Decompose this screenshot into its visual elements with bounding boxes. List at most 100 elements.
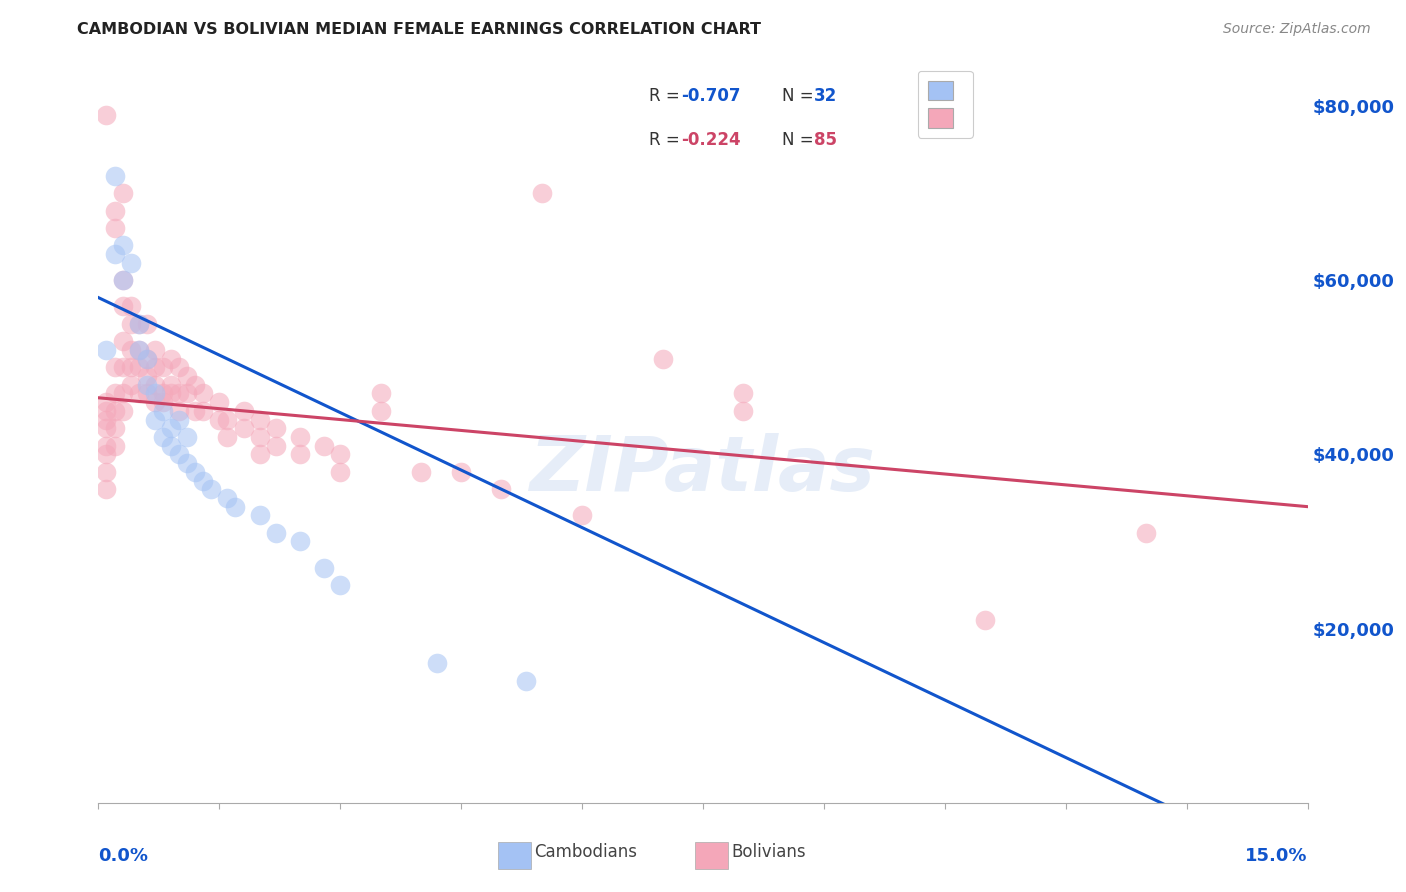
Point [176, 386, 198, 401]
Point [152, 386, 174, 401]
Point [160, 386, 183, 401]
Point [128, 386, 150, 401]
Point [160, 421, 183, 435]
Text: -0.707: -0.707 [682, 87, 741, 104]
Text: N =: N = [782, 131, 818, 149]
Point [184, 377, 207, 392]
Point [176, 456, 198, 470]
Point [184, 404, 207, 418]
Point [217, 491, 239, 505]
Text: 32: 32 [814, 87, 838, 104]
Point [96, 108, 118, 122]
Point [288, 430, 311, 444]
Text: Cambodians: Cambodians [534, 843, 637, 861]
Point [651, 351, 673, 366]
Point [152, 360, 174, 375]
Point [167, 360, 190, 375]
Point [224, 500, 246, 514]
Point [409, 465, 432, 479]
Point [143, 412, 166, 426]
Point [103, 439, 125, 453]
Point [176, 430, 198, 444]
Point [96, 447, 118, 461]
Point [111, 273, 134, 287]
Point [96, 412, 118, 426]
Point [120, 256, 142, 270]
Point [143, 377, 166, 392]
Legend: , : , [918, 70, 973, 137]
Point [167, 386, 190, 401]
Point [329, 578, 352, 592]
Point [370, 404, 392, 418]
Text: 0.0%: 0.0% [98, 847, 149, 865]
Point [143, 343, 166, 357]
Point [103, 386, 125, 401]
Point [135, 351, 157, 366]
Point [167, 412, 190, 426]
Text: N =: N = [782, 87, 818, 104]
Point [264, 439, 287, 453]
Text: R =: R = [648, 131, 685, 149]
Point [128, 343, 150, 357]
Point [103, 169, 125, 183]
Point [167, 447, 190, 461]
Point [167, 404, 190, 418]
Point [232, 404, 254, 418]
Point [103, 203, 125, 218]
Point [160, 377, 183, 392]
Point [111, 334, 134, 348]
Point [176, 369, 198, 384]
Point [329, 447, 352, 461]
Point [128, 317, 150, 331]
Point [426, 657, 449, 671]
Text: Source: ZipAtlas.com: Source: ZipAtlas.com [1223, 22, 1371, 37]
Point [152, 395, 174, 409]
Point [193, 404, 215, 418]
Text: 15.0%: 15.0% [1246, 847, 1308, 865]
Point [370, 386, 392, 401]
Point [120, 360, 142, 375]
Point [232, 421, 254, 435]
Point [450, 465, 472, 479]
Point [143, 395, 166, 409]
Point [200, 482, 222, 496]
Point [160, 351, 183, 366]
Point [733, 404, 755, 418]
Text: R =: R = [648, 87, 685, 104]
Point [314, 439, 336, 453]
Point [135, 386, 157, 401]
Point [288, 447, 311, 461]
Point [329, 465, 352, 479]
Point [571, 508, 593, 523]
Point [1135, 525, 1157, 540]
Point [103, 221, 125, 235]
Point [135, 377, 157, 392]
Point [135, 317, 157, 331]
Point [103, 421, 125, 435]
Point [193, 474, 215, 488]
Point [208, 412, 231, 426]
Point [96, 343, 118, 357]
Point [264, 525, 287, 540]
Point [103, 360, 125, 375]
Point [120, 343, 142, 357]
Point [96, 439, 118, 453]
Point [515, 673, 537, 688]
Point [143, 386, 166, 401]
Point [96, 482, 118, 496]
Point [111, 186, 134, 200]
Point [96, 465, 118, 479]
Point [96, 395, 118, 409]
Point [111, 404, 134, 418]
Point [264, 421, 287, 435]
Point [160, 439, 183, 453]
Point [128, 343, 150, 357]
Point [96, 404, 118, 418]
Point [111, 386, 134, 401]
Point [120, 377, 142, 392]
Point [193, 386, 215, 401]
Point [111, 273, 134, 287]
Point [120, 299, 142, 313]
Point [135, 351, 157, 366]
Point [974, 613, 997, 627]
